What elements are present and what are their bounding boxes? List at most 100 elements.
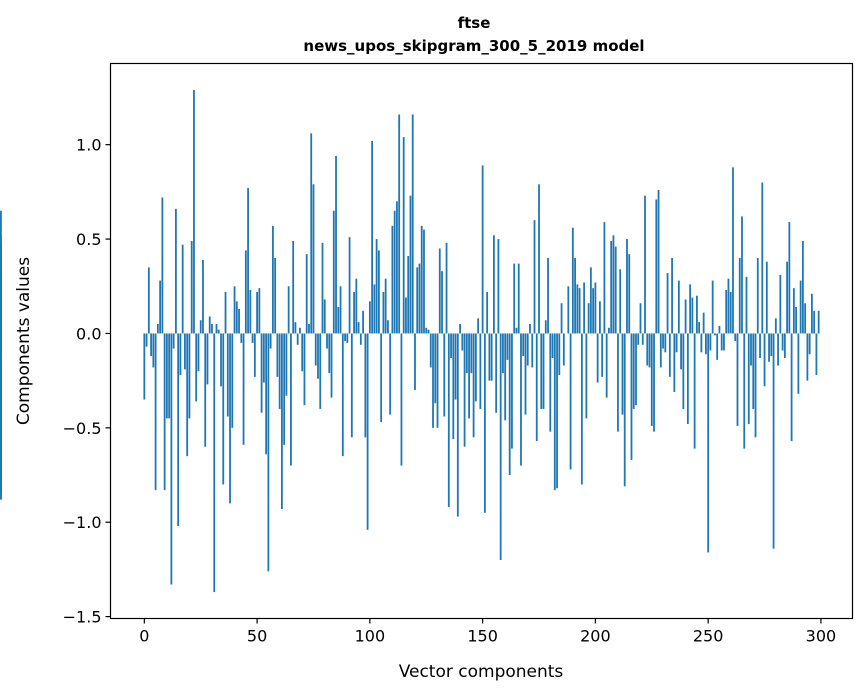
bar [795,307,798,334]
bar [290,333,292,466]
bar [502,333,504,374]
bar [499,333,502,560]
y-tick-label: 0.0 [76,324,101,343]
bar [723,333,725,351]
bar [177,333,180,526]
bar [382,291,385,334]
bar [589,267,592,334]
bar [400,333,403,466]
bar [233,286,236,334]
bar [702,312,705,334]
bar [452,333,455,440]
bar [145,333,148,347]
bar [443,333,446,417]
bar [393,210,396,334]
bar [610,240,613,334]
bar [321,242,324,334]
bar [276,333,279,377]
bar [375,239,378,334]
bar [348,237,351,334]
bar [700,333,703,353]
bar [346,333,349,343]
bar [260,333,263,413]
bar [562,333,565,366]
bar [716,333,719,360]
bar [815,333,818,375]
bar [488,333,491,381]
bar [190,240,193,334]
bar [454,333,457,400]
bar [490,333,493,381]
bar [689,284,692,334]
bar [804,303,807,334]
bar [513,263,516,334]
bar [213,333,216,593]
bar [364,333,367,438]
bar [391,225,394,334]
bar [411,114,414,334]
bar [163,333,166,491]
bar [271,225,274,334]
bar [314,333,317,366]
bar [423,229,425,334]
bar [583,282,586,334]
bar [463,333,466,447]
bar [269,333,272,349]
bars-group [0,89,820,593]
bar [515,327,518,334]
bar [666,273,669,334]
bar [551,333,554,358]
bar [777,333,779,366]
bar [156,324,159,334]
bar [788,222,791,334]
bar [741,216,743,334]
bar [650,333,653,426]
bar [727,278,730,334]
bar [222,333,225,485]
bar [806,333,809,381]
bar [693,333,696,449]
x-tick-label: 300 [806,627,837,646]
bar [265,333,268,455]
bar [612,235,615,334]
bar [531,333,534,368]
bar [592,288,595,334]
bar [736,333,739,426]
bar [312,184,315,334]
chart-subtitle: news_upos_skipgram_300_5_2019 model [303,37,644,55]
x-tick-label: 50 [247,627,267,646]
bar [405,297,407,334]
bar [734,333,737,341]
bar [707,333,710,553]
bar [655,199,658,334]
bar [438,248,441,334]
bar [680,333,682,370]
bar [549,333,552,432]
bar [332,210,335,334]
bar [544,320,547,334]
bar [299,327,301,334]
bar [608,327,610,334]
bar [635,333,637,406]
bar [626,239,628,334]
bar [434,333,437,404]
bar [368,301,371,334]
bar [235,301,238,334]
bar [281,333,283,510]
bar [596,333,599,383]
bar [371,140,374,334]
bar [168,333,171,419]
bar [231,333,234,428]
bar [772,333,775,549]
bar [224,291,227,334]
bar [193,89,195,334]
y-tick-label: −1.5 [63,608,102,627]
bar [355,278,358,334]
bar [0,257,2,334]
bar [783,333,786,358]
bar [197,333,200,372]
bar [159,280,162,334]
bar [398,114,401,334]
bar [337,307,340,334]
bar [341,333,344,457]
